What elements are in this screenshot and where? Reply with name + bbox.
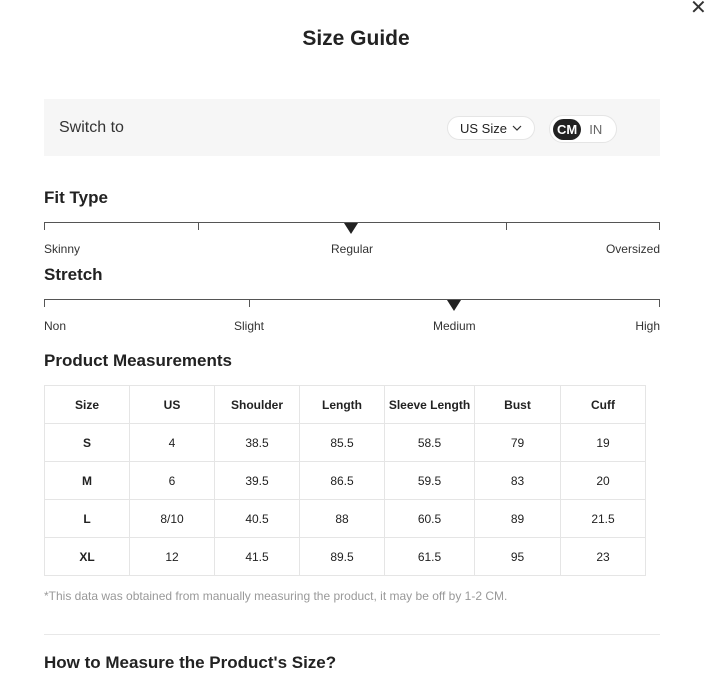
- header-cell: Size: [44, 385, 130, 424]
- table-cell: 89: [474, 499, 561, 538]
- table-cell: 60.5: [384, 499, 475, 538]
- size-system-dropdown[interactable]: US Size: [447, 116, 535, 140]
- how-to-measure-heading: How to Measure the Product's Size?: [44, 653, 337, 672]
- unit-in[interactable]: IN: [589, 121, 603, 137]
- table-row: L 8/10 40.5 88 60.5 89 21.5: [44, 499, 646, 538]
- table-cell: 40.5: [214, 499, 300, 538]
- table-row: M 6 39.5 86.5 59.5 83 20: [44, 461, 646, 500]
- table-cell: 85.5: [299, 423, 385, 462]
- measurements-heading: Product Measurements: [44, 351, 232, 370]
- header-cell: Sleeve Length: [384, 385, 475, 424]
- divider: [44, 634, 660, 635]
- table-cell: 88: [299, 499, 385, 538]
- table-cell: 21.5: [560, 499, 646, 538]
- page-title: Size Guide: [302, 27, 410, 50]
- table-row: S 4 38.5 85.5 58.5 79 19: [44, 423, 646, 462]
- header-cell: Length: [299, 385, 385, 424]
- size-system-value: US Size: [460, 120, 507, 136]
- table-cell: 86.5: [299, 461, 385, 500]
- chevron-down-icon: [512, 125, 522, 131]
- table-cell: 39.5: [214, 461, 300, 500]
- fit-label-skinny: Skinny: [44, 242, 81, 256]
- measurement-note: *This data was obtained from manually me…: [44, 589, 508, 603]
- table-cell: 41.5: [214, 537, 300, 576]
- table-cell: 38.5: [214, 423, 300, 462]
- switch-bar: Switch to US Size CM IN: [44, 99, 660, 156]
- table-cell: 19: [560, 423, 646, 462]
- stretch-label-high: High: [635, 319, 660, 333]
- table-cell: 4: [129, 423, 215, 462]
- table-cell: S: [44, 423, 130, 462]
- stretch-label-medium: Medium: [433, 319, 476, 333]
- table-header-row: Size US Shoulder Length Sleeve Length Bu…: [44, 385, 646, 424]
- stretch-heading: Stretch: [44, 265, 103, 284]
- table-cell: 59.5: [384, 461, 475, 500]
- measurements-table: Size US Shoulder Length Sleeve Length Bu…: [44, 385, 646, 576]
- stretch-label-slight: Slight: [234, 319, 265, 333]
- fit-indicator-icon: [344, 223, 358, 234]
- table-cell: 89.5: [299, 537, 385, 576]
- header-cell: Cuff: [560, 385, 646, 424]
- table-cell: 83: [474, 461, 561, 500]
- table-cell: 20: [560, 461, 646, 500]
- table-cell: 58.5: [384, 423, 475, 462]
- table-cell: 12: [129, 537, 215, 576]
- header-cell: US: [129, 385, 215, 424]
- table-cell: 6: [129, 461, 215, 500]
- fit-type-scale: [44, 222, 660, 234]
- unit-toggle[interactable]: CM IN: [549, 115, 617, 143]
- table-cell: 95: [474, 537, 561, 576]
- table-cell: 61.5: [384, 537, 475, 576]
- table-cell: XL: [44, 537, 130, 576]
- header-cell: Bust: [474, 385, 561, 424]
- fit-label-regular: Regular: [331, 242, 374, 256]
- stretch-scale: [44, 299, 660, 311]
- stretch-indicator-icon: [447, 300, 461, 311]
- table-cell: 79: [474, 423, 561, 462]
- stretch-label-non: Non: [44, 319, 67, 333]
- table-cell: 23: [560, 537, 646, 576]
- close-icon[interactable]: ✕: [690, 0, 707, 19]
- switch-label: Switch to: [59, 119, 124, 136]
- table-cell: 8/10: [129, 499, 215, 538]
- unit-cm[interactable]: CM: [553, 118, 582, 140]
- table-cell: M: [44, 461, 130, 500]
- fit-label-oversized: Oversized: [605, 242, 660, 256]
- header-cell: Shoulder: [214, 385, 300, 424]
- table-row: XL 12 41.5 89.5 61.5 95 23: [44, 537, 646, 576]
- table-cell: L: [44, 499, 130, 538]
- fit-type-heading: Fit Type: [44, 188, 108, 207]
